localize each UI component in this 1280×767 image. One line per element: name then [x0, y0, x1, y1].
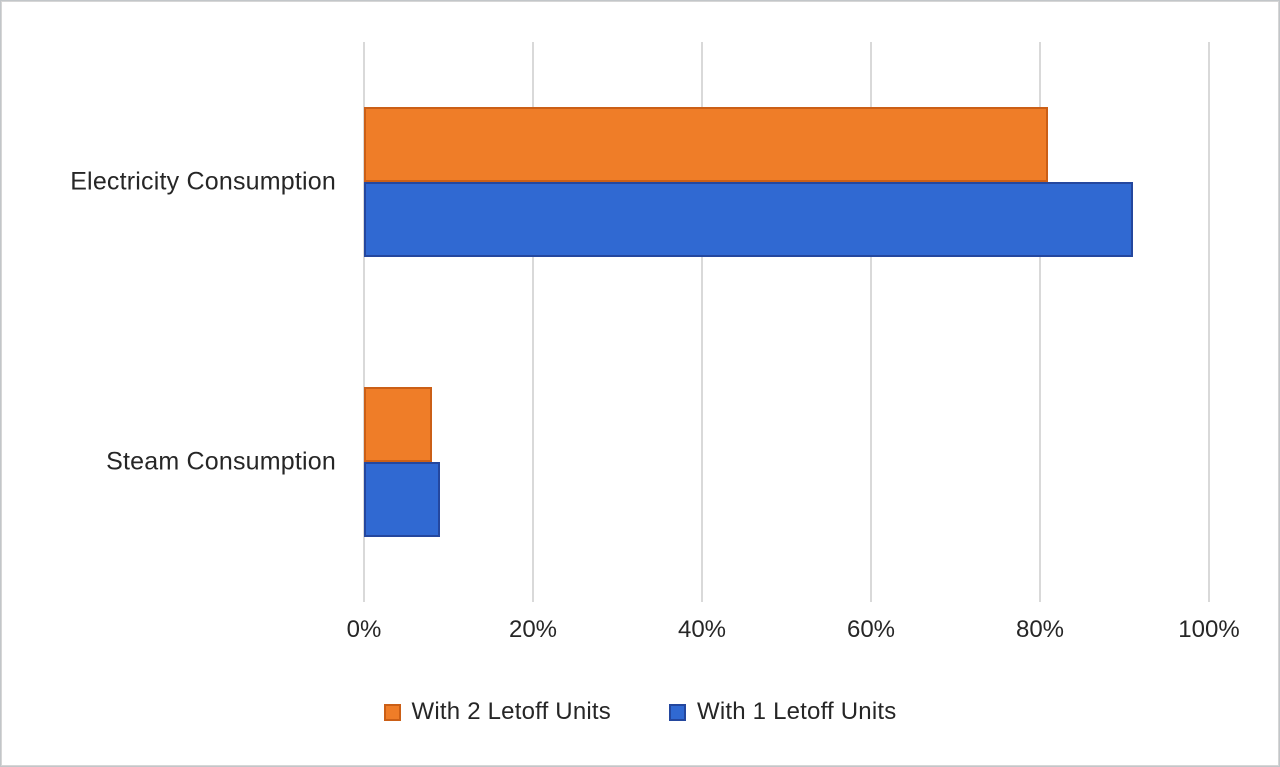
x-tick-label: 80% — [1015, 616, 1065, 643]
x-tick-label: 20% — [508, 616, 558, 643]
gridline — [363, 42, 365, 602]
x-tick-label: 100% — [1178, 616, 1240, 643]
bar-with-1-letoff-units-steam-consumption — [364, 462, 441, 537]
gridline — [701, 42, 703, 602]
x-axis: 0% 20% 40% 60% 80% 100% — [347, 616, 1240, 652]
x-tick-label: 60% — [846, 616, 896, 643]
legend-label: With 1 Letoff Units — [697, 698, 897, 725]
category-label-steam-consumption: Steam Consumption — [106, 447, 336, 476]
gridline — [1039, 42, 1041, 602]
x-tick-label: 0% — [346, 616, 382, 643]
category-axis: Electricity Consumption Steam Consumption — [2, 42, 336, 602]
gridline — [1208, 42, 1210, 602]
bar-with-2-letoff-units-steam-consumption — [364, 387, 432, 462]
gridline — [532, 42, 534, 602]
x-tick-label: 40% — [677, 616, 727, 643]
plot-area — [363, 42, 1210, 602]
legend-item-with-1-letoff-units: With 1 Letoff Units — [669, 698, 896, 726]
legend: With 2 Letoff Units With 1 Letoff Units — [2, 698, 1278, 726]
bar-with-2-letoff-units-electricity-consumption — [364, 107, 1049, 182]
legend-color-swatch — [669, 703, 686, 721]
bar-with-1-letoff-units-electricity-consumption — [364, 182, 1133, 257]
category-label-electricity-consumption: Electricity Consumption — [70, 167, 336, 196]
legend-item-with-2-letoff-units: With 2 Letoff Units — [383, 698, 611, 726]
gridline — [870, 42, 872, 602]
legend-label: With 2 Letoff Units — [411, 698, 611, 725]
legend-color-swatch — [383, 703, 401, 721]
